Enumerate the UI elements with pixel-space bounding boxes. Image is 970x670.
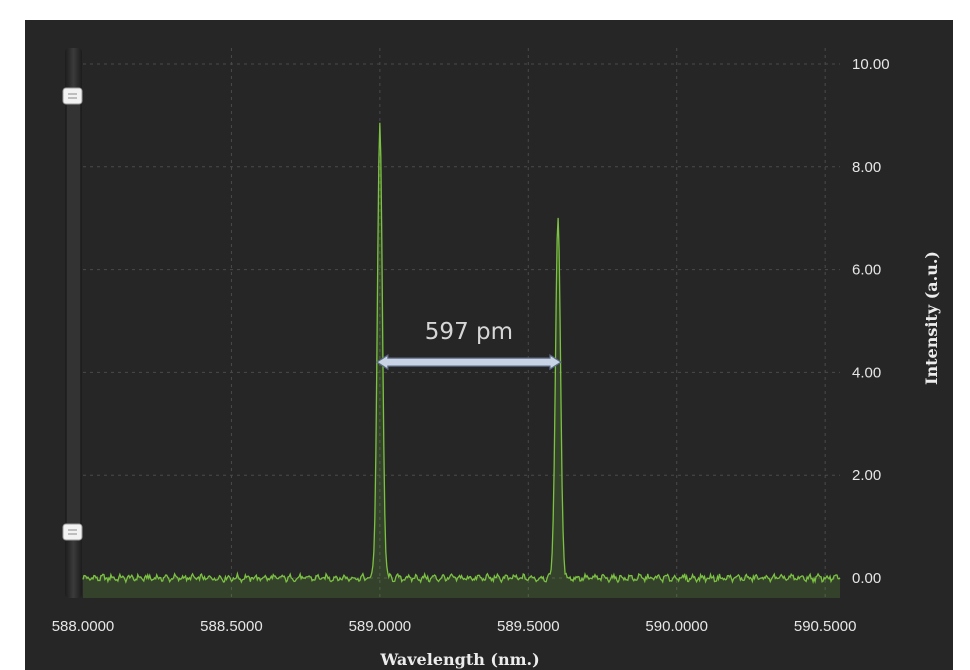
x-tick-label: 589.0000 — [349, 618, 412, 635]
slider-selected-range — [67, 96, 80, 532]
slider-handle-top-body[interactable] — [62, 87, 83, 105]
x-tick-label: 589.5000 — [497, 618, 560, 635]
y-tick-label: 10.00 — [852, 56, 890, 73]
chart-panel: 597 pm 588.0000 588.5000 589.0000 589.5000 5… — [25, 20, 953, 670]
peak-separation-label: 597 pm — [425, 319, 513, 345]
y-tick-label: 4.00 — [852, 364, 881, 381]
y-tick-label: 2.00 — [852, 467, 881, 484]
spectrum-chart: 597 pm 588.0000 588.5000 589.0000 589.5000 5… — [52, 48, 941, 669]
x-tick-label: 590.5000 — [794, 618, 857, 635]
double-arrow — [375, 354, 563, 371]
y-tick-label: 6.00 — [852, 262, 881, 279]
slider-handle-bottom-body[interactable] — [62, 523, 83, 541]
y-axis-title: Intensity (a.u.) — [922, 251, 941, 385]
intensity-range-slider[interactable] — [62, 48, 83, 598]
x-tick-label: 588.0000 — [52, 618, 115, 635]
slider-handle-top[interactable] — [62, 87, 83, 105]
x-axis-ticks: 588.0000 588.5000 589.0000 589.5000 590.0000… — [52, 618, 857, 635]
slider-handle-bottom[interactable] — [62, 523, 83, 541]
y-tick-label: 0.00 — [852, 570, 881, 587]
y-tick-label: 8.00 — [852, 159, 881, 176]
x-axis-title: Wavelength (nm.) — [379, 650, 539, 669]
y-axis-ticks: 0.00 2.00 4.00 6.00 8.00 10.00 — [852, 56, 890, 587]
x-tick-label: 590.0000 — [645, 618, 708, 635]
peak-separation-annotation: 597 pm — [375, 319, 563, 371]
series-line — [82, 122, 841, 585]
x-tick-label: 588.5000 — [200, 618, 263, 635]
